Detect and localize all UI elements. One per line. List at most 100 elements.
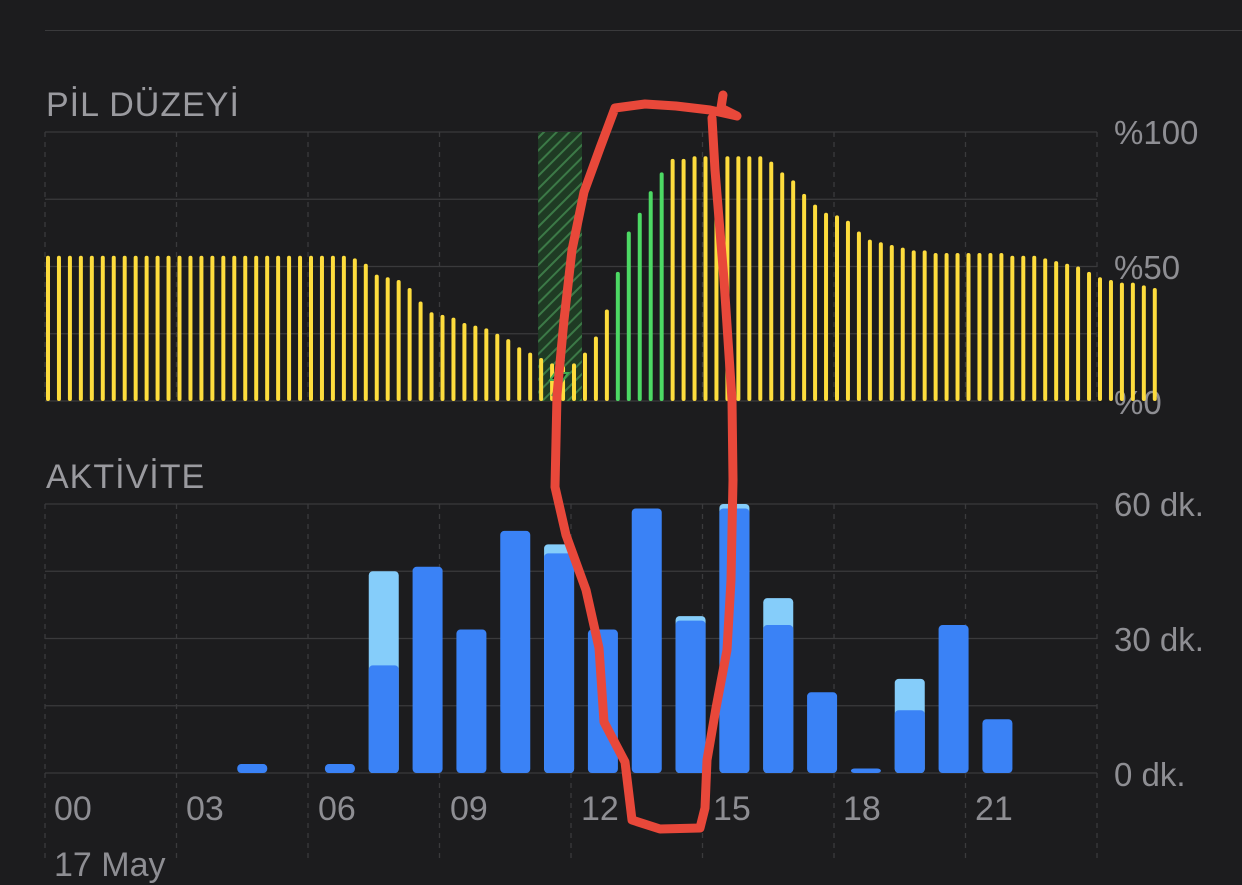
battery-bar-19 [254, 255, 259, 401]
battery-bar-66 [769, 161, 774, 401]
battery-y-label-100: %100 [1114, 114, 1199, 151]
battery-bar-6 [111, 255, 116, 401]
battery-bar-5 [100, 255, 105, 401]
activity-bar-21 [982, 719, 1013, 773]
battery-bar-45 [539, 357, 544, 401]
battery-bar-39 [473, 325, 478, 401]
battery-bar-101 [1152, 288, 1157, 401]
activity-title: AKTİVİTE [46, 458, 206, 496]
battery-bar-82 [944, 253, 949, 401]
battery-bar-84 [966, 253, 971, 401]
activity-bar-4 [237, 764, 268, 773]
battery-bar-52 [615, 271, 620, 401]
battery-bar-4 [89, 255, 94, 401]
battery-bar-32 [396, 279, 401, 401]
battery-bar-78 [900, 247, 905, 401]
battery-bar-100 [1141, 285, 1146, 401]
battery-bar-69 [802, 193, 807, 401]
activity-bar-10 [500, 530, 531, 773]
battery-bar-36 [440, 314, 445, 401]
battery-bar-74 [856, 231, 861, 401]
battery-bar-81 [933, 253, 938, 401]
activity-bar-20 [938, 625, 969, 773]
x-label-00: 00 [54, 790, 92, 828]
x-label-15: 15 [713, 790, 751, 828]
x-label-21: 21 [975, 790, 1013, 828]
activity-bar-11 [544, 553, 575, 773]
battery-bar-1 [56, 255, 61, 401]
battery-bar-86 [988, 253, 993, 401]
battery-bar-59 [692, 156, 697, 401]
battery-bar-28 [352, 258, 357, 401]
battery-bar-55 [648, 191, 653, 401]
activity-bar-16 [763, 625, 794, 773]
battery-bar-2 [67, 255, 72, 401]
battery-bar-8 [133, 255, 138, 401]
x-label-12: 12 [581, 790, 619, 828]
battery-bar-80 [922, 250, 927, 401]
activity-bar-17 [807, 692, 838, 773]
battery-bar-75 [867, 239, 872, 401]
battery-bar-57 [670, 158, 675, 401]
battery-bar-16 [221, 255, 226, 401]
battery-bar-35 [429, 312, 434, 401]
activity-bar-14 [675, 620, 706, 773]
battery-bar-33 [407, 288, 412, 401]
battery-bar-94 [1076, 266, 1081, 401]
battery-bar-91 [1043, 258, 1048, 401]
battery-bar-7 [122, 255, 127, 401]
activity-bar-6 [324, 764, 355, 773]
battery-bar-97 [1108, 279, 1113, 401]
battery-bar-58 [681, 158, 686, 401]
battery-bar-11 [166, 255, 171, 401]
battery-bar-13 [188, 255, 193, 401]
battery-bar-88 [1010, 255, 1015, 401]
battery-bar-51 [604, 309, 609, 401]
activity-bar-8 [412, 566, 443, 773]
battery-bar-65 [758, 156, 763, 401]
battery-bar-43 [517, 347, 522, 401]
battery-bar-93 [1065, 263, 1070, 401]
battery-bar-92 [1054, 261, 1059, 401]
usage-charts [44, 90, 1157, 858]
x-label-03: 03 [186, 790, 224, 828]
x-label-18: 18 [843, 790, 881, 828]
battery-bar-68 [791, 180, 796, 401]
hand-drawn-annotation [550, 90, 742, 834]
battery-bar-10 [155, 255, 160, 401]
battery-bar-26 [330, 255, 335, 401]
battery-bar-83 [955, 253, 960, 401]
activity-y-label-0: 0 dk. [1114, 756, 1186, 793]
battery-bar-50 [593, 336, 598, 401]
battery-bar-48 [572, 363, 576, 401]
battery-bar-15 [210, 255, 215, 401]
battery-bar-18 [243, 255, 248, 401]
battery-bar-44 [528, 352, 533, 401]
battery-bar-0 [46, 255, 50, 401]
battery-bar-87 [999, 253, 1004, 401]
activity-bar-13 [631, 508, 662, 773]
battery-bar-40 [484, 328, 489, 401]
battery-bar-63 [736, 156, 741, 401]
battery-bar-64 [747, 156, 752, 401]
battery-bar-99 [1130, 282, 1135, 401]
battery-bar-85 [977, 253, 982, 401]
battery-bar-29 [363, 263, 368, 401]
battery-bar-98 [1119, 282, 1124, 401]
battery-bar-38 [462, 322, 467, 401]
battery-bar-20 [265, 255, 270, 401]
battery-bar-17 [232, 255, 237, 401]
activity-y-label-30: 30 dk. [1114, 621, 1204, 658]
battery-bar-73 [845, 220, 850, 401]
battery-bar-37 [451, 317, 456, 401]
battery-bar-12 [177, 255, 182, 401]
battery-bar-67 [780, 172, 785, 401]
battery-bar-14 [199, 255, 204, 401]
battery-level-title: PİL DÜZEYİ [46, 86, 240, 124]
battery-bar-30 [374, 274, 379, 401]
battery-bar-21 [276, 255, 281, 401]
battery-bar-90 [1032, 255, 1037, 401]
battery-bar-79 [911, 250, 916, 401]
battery-bar-23 [298, 255, 303, 401]
activity-bar-19 [894, 710, 925, 773]
